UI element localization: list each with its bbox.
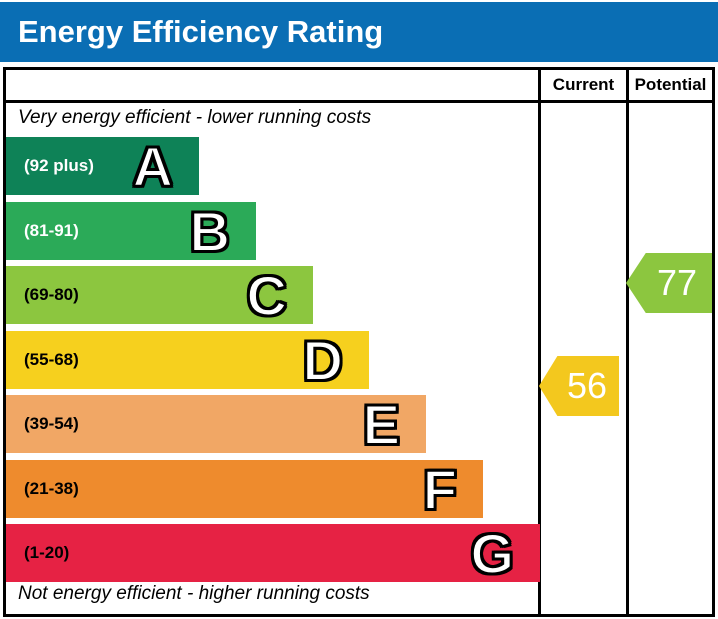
band-letter: F <box>422 457 458 522</box>
band-range: (69-80) <box>24 285 79 304</box>
column-divider-current <box>538 70 541 614</box>
band-row: (21-38) F <box>6 457 483 522</box>
bottom-caption: Not energy efficient - higher running co… <box>18 583 370 604</box>
band-range: (21-38) <box>24 479 79 498</box>
band-letter: E <box>362 392 401 457</box>
band-row: (39-54) E <box>6 392 426 457</box>
band-letter: B <box>189 199 231 264</box>
band-range: (39-54) <box>24 414 79 433</box>
potential-rating-value: 77 <box>656 262 698 303</box>
page-title: Energy Efficiency Rating <box>18 14 384 49</box>
top-caption: Very energy efficient - lower running co… <box>18 107 372 128</box>
band-row: (92 plus) A <box>6 134 199 199</box>
band-row: (69-80) C <box>6 263 313 328</box>
column-divider-potential <box>626 70 629 614</box>
current-rating-arrow: 56 <box>539 356 619 416</box>
band-row: (55-68) D <box>6 328 369 393</box>
rating-table: Current Potential Very energy efficient … <box>3 67 715 617</box>
band-letter: D <box>302 328 344 393</box>
column-header-potential: Potential <box>634 75 707 94</box>
band-row: (81-91) B <box>6 199 256 264</box>
band-range: (55-68) <box>24 350 79 369</box>
potential-rating-arrow: 77 <box>626 253 712 313</box>
title-bar: Energy Efficiency Rating <box>0 2 718 62</box>
band-range: (1-20) <box>24 543 70 562</box>
band-letter: G <box>469 521 515 586</box>
header-divider <box>6 100 712 103</box>
band-row: (1-20) G <box>6 521 540 586</box>
band-range: (92 plus) <box>24 156 94 175</box>
current-rating-value: 56 <box>566 365 608 406</box>
band-letter: C <box>246 263 288 328</box>
band-range: (81-91) <box>24 221 79 240</box>
band-letter: A <box>132 134 174 199</box>
column-header-current: Current <box>552 75 615 94</box>
